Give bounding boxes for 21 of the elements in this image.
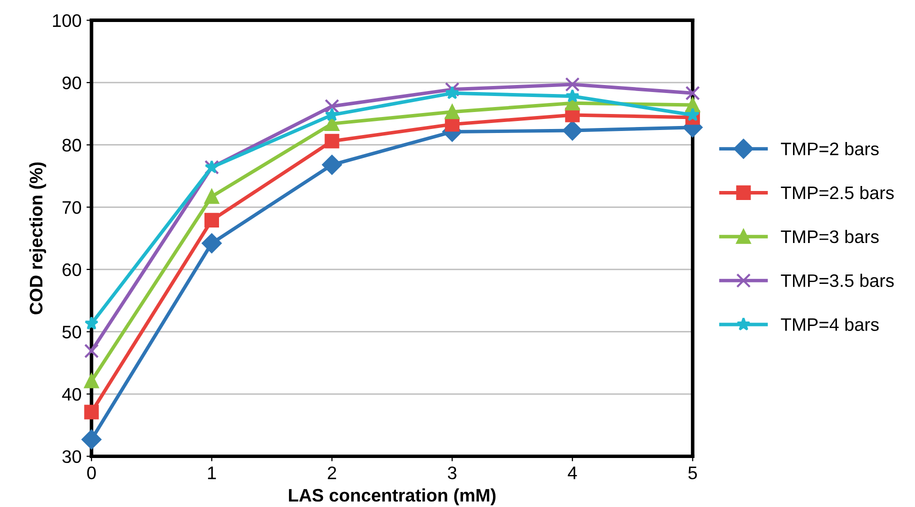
y-tick-label: 40 bbox=[62, 388, 82, 401]
y-tick-label: 100 bbox=[53, 14, 82, 27]
x-tick-label: 5 bbox=[688, 466, 697, 480]
legend-label: TMP=2.5 bars bbox=[780, 186, 894, 200]
x-tick-label: 2 bbox=[328, 466, 336, 480]
y-tick-label: 50 bbox=[62, 326, 82, 338]
legend-label: TMP=2 bars bbox=[780, 142, 879, 156]
y-tick-label: 80 bbox=[62, 138, 82, 152]
x-tick-label: 1 bbox=[208, 466, 216, 480]
legend-label: TMP=4 bars bbox=[780, 318, 879, 331]
x-tick-label: 0 bbox=[87, 466, 96, 480]
x-tick-label: 3 bbox=[448, 466, 456, 480]
x-tick-label: 4 bbox=[568, 466, 577, 480]
y-axis-title: COD rejection (%) bbox=[29, 162, 46, 314]
y-tick-label: 30 bbox=[62, 450, 82, 464]
legend-label: TMP=3 bars bbox=[780, 230, 879, 244]
legend-label: TMP=3.5 bars bbox=[780, 274, 894, 288]
y-tick-label: 60 bbox=[62, 263, 82, 276]
y-tick-label: 90 bbox=[62, 76, 82, 90]
y-tick-label: 70 bbox=[62, 201, 82, 214]
x-axis-title: LAS concentration (mM) bbox=[288, 488, 496, 506]
